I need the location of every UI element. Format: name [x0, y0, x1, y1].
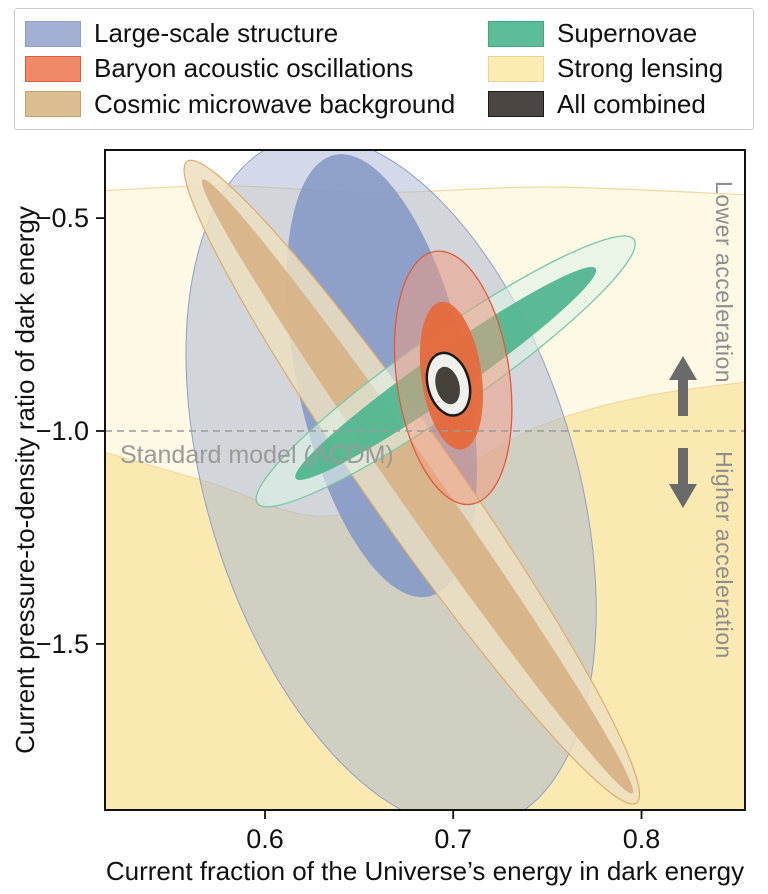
higher-acceleration-label: Higher acceleration	[711, 451, 737, 659]
legend-item-all-combined: All combined	[488, 89, 747, 120]
x-tick-label: 0.7	[434, 824, 472, 854]
legend-item-large-scale-structure: Large-scale structure	[25, 18, 488, 49]
plot-border	[104, 149, 746, 811]
legend-label-all-combined: All combined	[557, 88, 706, 119]
all-combined-region	[435, 366, 460, 405]
large-scale-structure-swatch	[25, 20, 81, 47]
legend-item-strong-lensing: Strong lensing	[488, 53, 747, 84]
legend: Large-scale structure Baryon acoustic os…	[14, 8, 754, 130]
confidence-regions	[105, 150, 745, 810]
supernovae-swatch	[488, 20, 544, 47]
chart-canvas: Lower acceleration Higher acceleration S…	[10, 149, 746, 886]
all-combined-swatch	[488, 91, 544, 118]
cosmic-microwave-background-swatch	[25, 91, 81, 118]
lower-acceleration-label: Lower acceleration	[711, 181, 737, 383]
legend-label-cosmic-microwave-background: Cosmic microwave background	[94, 88, 456, 119]
reference-line-label: Standard model (ΛCDM)	[120, 441, 394, 469]
x-tick-label: 0.6	[246, 824, 284, 854]
legend-item-supernovae: Supernovae	[488, 18, 747, 49]
axes: Current fraction of the Universe’s energ…	[10, 149, 746, 886]
y-tick-label: −1.5	[36, 629, 89, 659]
legend-label-supernovae: Supernovae	[557, 18, 698, 49]
lower-acceleration-arrow-icon	[669, 356, 697, 416]
x-tick-label: 0.8	[623, 824, 661, 854]
y-axis-label: Current pressure-to-density ratio of dar…	[10, 206, 40, 754]
x-axis-label: Current fraction of the Universe’s energ…	[106, 856, 744, 886]
legend-item-cosmic-microwave-background: Cosmic microwave background	[25, 89, 488, 120]
legend-label-baryon-acoustic-oscillations: Baryon acoustic oscillations	[94, 53, 414, 84]
strong-lensing-swatch	[488, 55, 544, 82]
cosmic-microwave-background-region	[201, 179, 634, 794]
legend-label-large-scale-structure: Large-scale structure	[94, 18, 339, 49]
y-tick-label: −1.0	[36, 416, 89, 446]
higher-acceleration-arrow-icon	[669, 448, 697, 508]
legend-item-baryon-acoustic-oscillations: Baryon acoustic oscillations	[25, 53, 488, 84]
y-tick-label: −0.5	[36, 203, 89, 233]
annotations-layer: Lower acceleration Higher acceleration S…	[105, 181, 745, 659]
legend-label-strong-lensing: Strong lensing	[557, 53, 724, 84]
baryon-acoustic-oscillations-swatch	[25, 55, 81, 82]
